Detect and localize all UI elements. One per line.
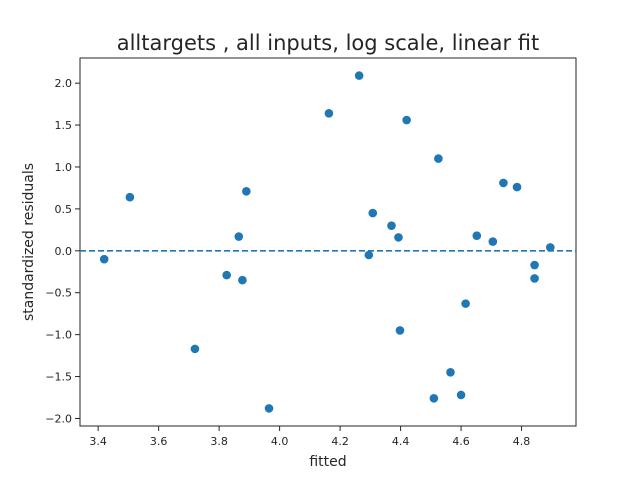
x-tick-label: 4.0 xyxy=(271,435,289,448)
y-tick-label: −1.5 xyxy=(45,371,72,384)
data-point xyxy=(238,275,247,285)
data-point xyxy=(394,233,403,242)
data-point xyxy=(364,250,374,260)
data-point xyxy=(530,260,539,270)
x-axis-label: fitted xyxy=(309,454,346,470)
data-point xyxy=(368,208,378,218)
data-point xyxy=(125,192,135,202)
data-point xyxy=(190,344,200,354)
data-point xyxy=(434,154,443,163)
plot-frame xyxy=(79,57,577,427)
data-point xyxy=(530,274,539,283)
data-point xyxy=(264,404,274,413)
data-point xyxy=(242,186,251,196)
chart-title: alltargets , all inputs, log scale, line… xyxy=(117,31,540,55)
data-point xyxy=(461,299,470,308)
y-tick-label: 2.0 xyxy=(55,77,73,90)
x-tick-label: 3.4 xyxy=(89,435,107,448)
y-tick-label: −2.0 xyxy=(45,412,72,425)
data-point xyxy=(545,243,555,252)
y-tick-label: 1.5 xyxy=(55,119,73,132)
data-point xyxy=(499,178,508,188)
data-point xyxy=(512,182,522,192)
y-tick-label: 0.5 xyxy=(55,203,73,216)
data-point xyxy=(395,326,405,335)
x-tick-label: 4.6 xyxy=(452,435,470,448)
x-tick-label: 4.8 xyxy=(513,435,531,448)
plot-area: 3.4 3.6 3.8 4.0 4.2 4.4 4.6 4.8 −2.0 −1.5 −1.0 −0.5… xyxy=(45,57,577,448)
x-tick-label: 3.8 xyxy=(210,435,228,448)
data-point xyxy=(324,109,334,118)
data-point xyxy=(472,231,482,241)
y-tick-label: 0.0 xyxy=(55,245,73,258)
data-point xyxy=(488,237,498,246)
data-point xyxy=(402,115,411,125)
y-tick-label: −1.0 xyxy=(45,329,72,342)
x-tick-label: 4.4 xyxy=(392,435,410,448)
x-tick-label: 3.6 xyxy=(150,435,168,448)
data-point xyxy=(446,368,455,377)
data-point xyxy=(429,394,439,403)
data-point xyxy=(456,390,466,400)
y-tick-label: −0.5 xyxy=(45,287,72,300)
data-point xyxy=(387,221,396,230)
data-point xyxy=(234,232,244,241)
data-point xyxy=(354,71,364,80)
y-tick-label: 1.0 xyxy=(55,161,73,174)
y-axis-label: standardized residuals xyxy=(21,163,37,321)
x-tick-label: 4.2 xyxy=(331,435,349,448)
data-point xyxy=(222,270,231,280)
data-point xyxy=(99,254,109,264)
